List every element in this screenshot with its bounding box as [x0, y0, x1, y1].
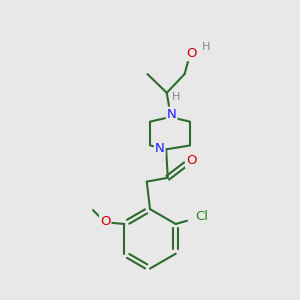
Text: H: H	[201, 42, 210, 52]
Text: N: N	[167, 108, 176, 121]
Text: O: O	[186, 47, 196, 60]
Text: O: O	[100, 215, 110, 228]
Text: H: H	[172, 92, 180, 102]
Text: O: O	[186, 154, 196, 167]
Text: Cl: Cl	[195, 210, 208, 223]
Text: N: N	[155, 142, 165, 155]
